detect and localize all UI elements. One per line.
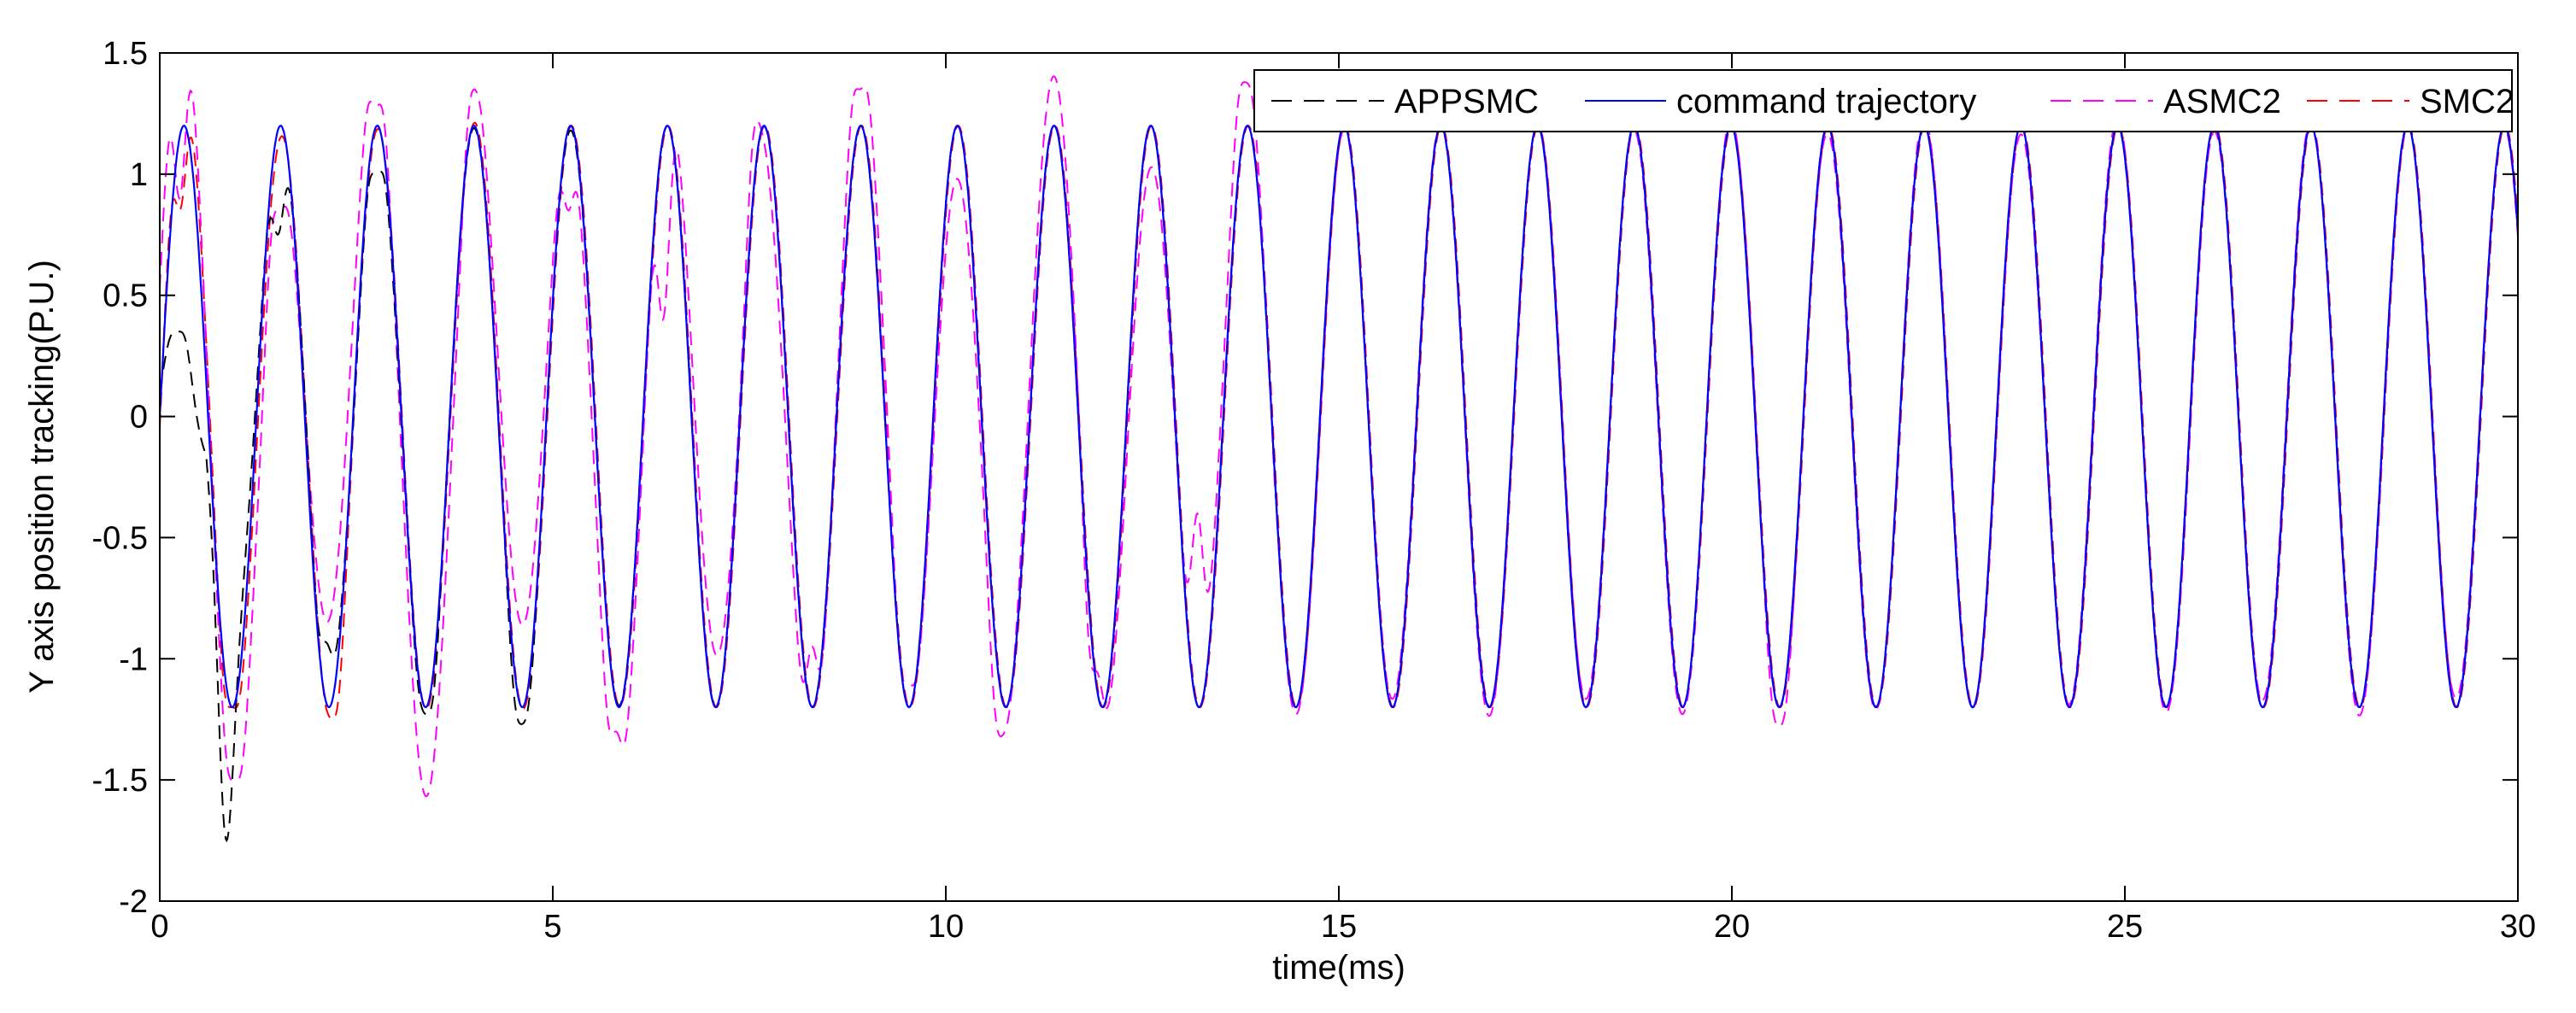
legend: APPSMC command trajectory ASMC2 SMC2	[1253, 69, 2514, 132]
y-tick-label: 0	[130, 400, 148, 436]
legend-box	[1253, 69, 2513, 132]
x-tick-label: 30	[2500, 909, 2536, 945]
y-axis-label: Y axis position tracking(P.U.)	[23, 260, 61, 694]
y-tick-label: 0.5	[103, 278, 148, 314]
y-tick-label: -1.5	[92, 763, 148, 799]
legend-label-appsmc: APPSMC	[1394, 83, 1539, 120]
y-tick-label: -1	[119, 641, 148, 677]
series-line-command-trajectory	[158, 124, 2520, 709]
x-tick-label: 25	[2107, 909, 2143, 945]
series-layer	[158, 75, 2520, 843]
x-tick-label: 5	[543, 909, 561, 945]
legend-label-command: command trajectory	[1676, 83, 1976, 120]
x-tick-label: 20	[1714, 909, 1750, 945]
x-tick-label: 15	[1321, 909, 1357, 945]
x-tick-label: 10	[928, 909, 964, 945]
y-tick-label: 1.5	[103, 36, 148, 72]
y-tick-label: 1	[130, 157, 148, 193]
x-tick-label: 0	[150, 909, 168, 945]
plot-area	[160, 53, 2518, 901]
tick-layer: 0 5 10 15 20 25 30 -2 -1.5 -1 -0.5 0 0.5 1 1.5	[92, 36, 2537, 945]
y-tick-label: -0.5	[92, 520, 148, 556]
y-tick-label: -2	[119, 884, 148, 920]
x-axis-label: time(ms)	[1272, 949, 1405, 987]
legend-label-smc2: SMC2	[2420, 83, 2514, 120]
legend-label-asmc2: ASMC2	[2163, 83, 2281, 120]
